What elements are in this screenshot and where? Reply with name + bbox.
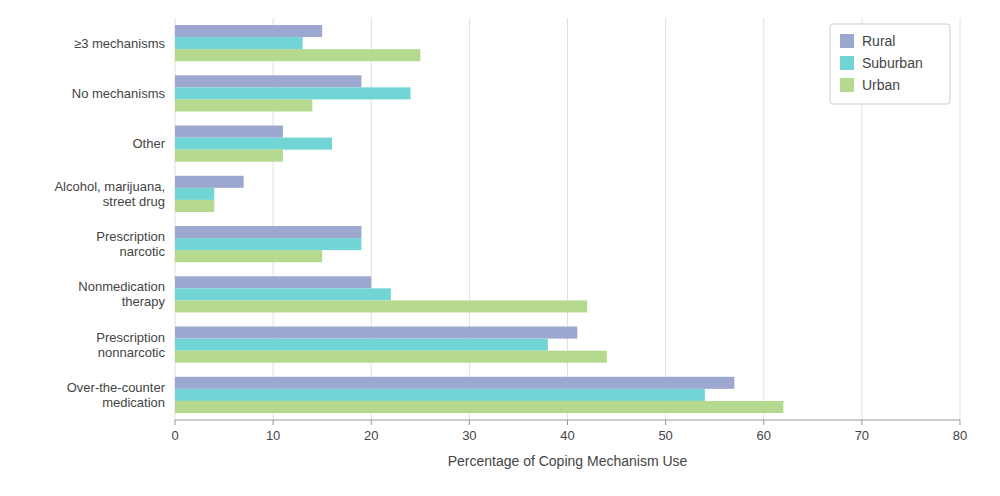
legend-box [830,24,950,104]
tick-label: 30 [462,428,476,443]
bar [175,87,411,99]
category-label-line: therapy [122,294,166,309]
x-ticks: 0 10 20 30 40 50 60 70 80 [171,420,967,443]
tick-label: 40 [560,428,574,443]
category-label-line: medication [102,395,165,410]
category-label: Alcohol, marijuana,street drug [54,179,165,209]
category-label-line: ≥3 mechanisms [74,36,165,51]
category-label: Prescriptionnarcotic [96,229,165,259]
tick-label: 80 [953,428,967,443]
tick-mark [371,420,372,425]
bar [175,339,548,351]
x-grid [175,18,960,420]
category-label-line: Over-the-counter [67,380,166,395]
bar [175,238,361,250]
category-label-line: No mechanisms [72,86,166,101]
bar [175,377,734,389]
bar [175,389,705,401]
bar [175,37,303,49]
bar [175,200,214,212]
category-label-line: nonnarcotic [98,345,166,360]
series-bars [175,25,734,389]
tick-mark [469,420,470,425]
tick-mark [665,420,666,425]
series-bars [175,49,783,413]
tick-label: 10 [266,428,280,443]
legend-label: Rural [862,33,895,49]
tick-mark [273,420,274,425]
category-label: Over-the-countermedication [67,380,166,410]
grid-line [960,18,961,420]
grid-line [665,18,666,420]
bar [175,150,283,162]
category-label: Nonmedicationtherapy [78,279,165,309]
grid-line [763,18,764,420]
x-axis-line [175,420,960,421]
bar [175,49,420,61]
legend-swatch [840,34,854,48]
legend-swatch [840,56,854,70]
category-label: Other [132,136,165,151]
legend-label: Suburban [862,55,923,71]
bar [175,276,371,288]
series-bars [175,37,705,401]
bar [175,226,361,238]
x-axis-label: Percentage of Coping Mechanism Use [448,453,688,469]
category-label-line: Alcohol, marijuana, [54,179,165,194]
category-label-line: Nonmedication [78,279,165,294]
tick-mark [567,420,568,425]
category-label: Prescriptionnonnarcotic [96,330,165,360]
category-label-line: Prescription [96,330,165,345]
tick-mark [861,420,862,425]
tick-label: 20 [364,428,378,443]
y-labels: Over-the-countermedicationPrescriptionno… [54,36,165,410]
tick-mark [763,420,764,425]
bar [175,126,283,138]
chart-container: 0 10 20 30 40 50 60 70 80 Over-the-countermedicat… [0,0,1000,496]
legend: Rural Suburban Urban [830,24,950,104]
bar [175,176,244,188]
legend-label: Urban [862,77,900,93]
bar [175,75,361,87]
bar [175,288,391,300]
category-label: ≥3 mechanisms [74,36,165,51]
category-label-line: Prescription [96,229,165,244]
bar [175,99,312,111]
bar [175,138,332,150]
category-label-line: street drug [103,194,165,209]
tick-label: 70 [855,428,869,443]
category-label-line: narcotic [119,244,165,259]
tick-mark [175,420,176,425]
chart: 0 10 20 30 40 50 60 70 80 Over-the-countermedicat… [0,0,1000,496]
tick-mark [960,420,961,425]
category-label-line: Other [132,136,165,151]
tick-label: 0 [171,428,178,443]
tick-label: 50 [658,428,672,443]
bar [175,25,322,37]
bar [175,401,783,413]
bar [175,300,587,312]
legend-swatch [840,78,854,92]
bars [175,25,783,413]
tick-label: 60 [757,428,771,443]
bar [175,327,577,339]
category-label: No mechanisms [72,86,166,101]
bar [175,250,322,262]
bar [175,188,214,200]
bar [175,351,607,363]
